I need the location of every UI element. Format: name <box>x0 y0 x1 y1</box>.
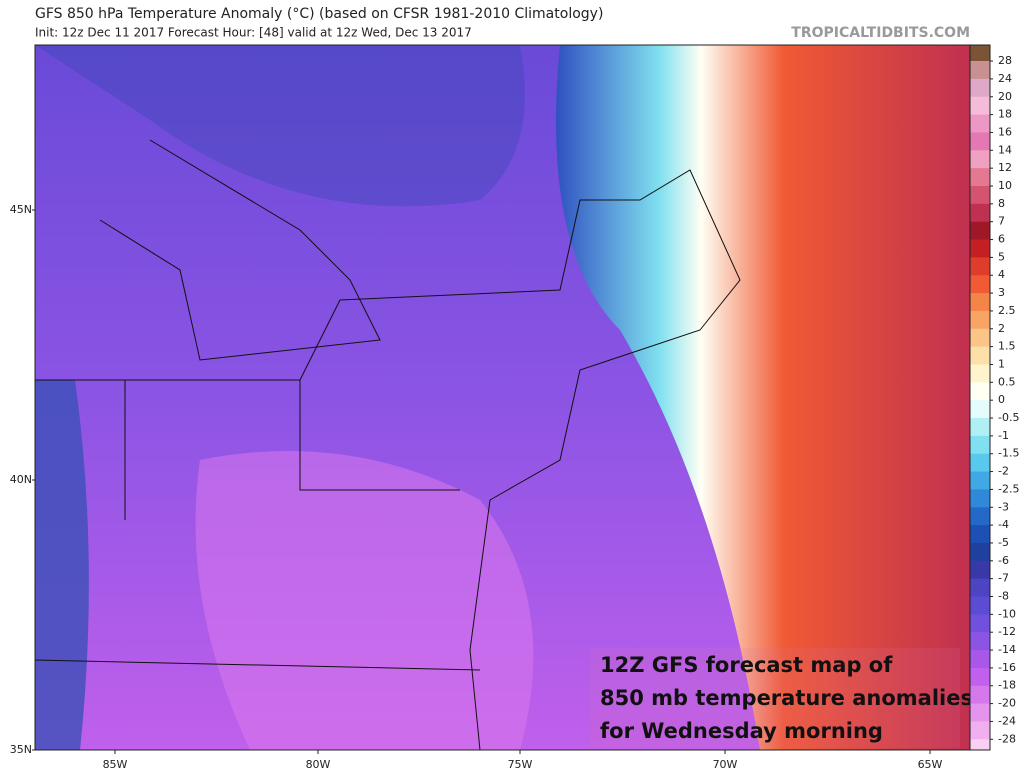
colorbar-label: 3 <box>998 286 1005 299</box>
colorbar-label: -2 <box>998 465 1009 478</box>
annotation-box <box>590 648 960 748</box>
colorbar-band <box>970 685 990 705</box>
site-credit: TROPICALTIDBITS.COM <box>791 25 970 41</box>
colorbar-band <box>970 364 990 383</box>
lat-label: 35N <box>10 743 32 756</box>
colorbar-band <box>970 614 990 633</box>
colorbar-label: 2 <box>998 322 1005 335</box>
colorbar-band <box>970 61 990 80</box>
colorbar-label: 1 <box>998 357 1005 370</box>
colorbar-label: -1.5 <box>998 447 1019 460</box>
colorbar-band <box>970 560 990 580</box>
colorbar-band <box>970 150 990 169</box>
lon-label: 70W <box>713 758 738 771</box>
colorbar-band <box>970 400 990 419</box>
colorbar-band <box>970 96 990 116</box>
colorbar-label: 0 <box>998 393 1005 406</box>
colorbar-label: -14 <box>998 643 1016 656</box>
colorbar-band <box>970 507 990 526</box>
colorbar-label: 24 <box>998 72 1012 85</box>
colorbar-band <box>970 721 990 740</box>
annotation-line: for Wednesday morning <box>600 719 883 743</box>
colorbar-band <box>970 346 990 365</box>
lon-label: 75W <box>508 758 533 771</box>
colorbar-band <box>970 596 990 615</box>
colorbar-label: -8 <box>998 590 1009 603</box>
colorbar-label: 18 <box>998 108 1012 121</box>
colorbar-band <box>970 168 990 187</box>
colorbar-top <box>970 45 990 62</box>
colorbar-label: 4 <box>998 268 1005 281</box>
colorbar-label: 16 <box>998 125 1012 138</box>
colorbar-band <box>970 186 990 205</box>
colorbar-label: -7 <box>998 572 1009 585</box>
colorbar-label: -28 <box>998 732 1016 745</box>
colorbar-band <box>970 382 990 401</box>
colorbar-label: 0.5 <box>998 375 1016 388</box>
colorbar-band <box>970 453 990 473</box>
title: GFS 850 hPa Temperature Anomaly (°C) (ba… <box>35 6 603 22</box>
colorbar-label: -10 <box>998 607 1016 620</box>
colorbar-band <box>970 203 990 223</box>
colorbar-label: -20 <box>998 697 1016 710</box>
colorbar-label: 10 <box>998 179 1012 192</box>
colorbar-band <box>970 310 990 330</box>
colorbar-label: -0.5 <box>998 411 1019 424</box>
colorbar-label: 28 <box>998 54 1012 67</box>
colorbar-label: 12 <box>998 161 1012 174</box>
colorbar-label: 2.5 <box>998 304 1016 317</box>
colorbar-label: 7 <box>998 215 1005 228</box>
colorbar-label: 6 <box>998 233 1005 246</box>
colorbar-band <box>970 703 990 722</box>
lat-label: 45N <box>10 203 32 216</box>
lon-label: 85W <box>103 758 128 771</box>
colorbar-label: 8 <box>998 197 1005 210</box>
colorbar-band <box>970 471 990 490</box>
colorbar-band <box>970 275 990 294</box>
lon-label: 80W <box>306 758 331 771</box>
colorbar-label: -4 <box>998 518 1009 531</box>
colorbar-band <box>970 650 990 669</box>
colorbar-label: -6 <box>998 554 1009 567</box>
colorbar-label: 14 <box>998 143 1012 156</box>
colorbar-label: 20 <box>998 90 1012 103</box>
colorbar-band <box>970 239 990 258</box>
lon-label: 65W <box>918 758 943 771</box>
colorbar-band <box>970 525 990 544</box>
colorbar-band <box>970 435 990 455</box>
colorbar-band <box>970 257 990 276</box>
colorbar-band <box>970 632 990 651</box>
colorbar-band <box>970 114 990 133</box>
colorbar-band <box>970 78 990 98</box>
colorbar-band <box>970 293 990 312</box>
colorbar-band <box>970 739 990 750</box>
annotation-line: 850 mb temperature anomalies <box>600 686 973 710</box>
colorbar-label: 5 <box>998 250 1005 263</box>
coastlines <box>34 139 741 751</box>
colorbar-band <box>970 667 990 687</box>
annotation-line: 12Z GFS forecast map of <box>600 653 893 677</box>
colorbar-label: -1 <box>998 429 1009 442</box>
colorbar-label: -3 <box>998 500 1009 513</box>
colorbar-band <box>970 132 990 151</box>
colorbar-band <box>970 542 990 562</box>
colorbar-band <box>970 489 990 508</box>
colorbar-label: 1.5 <box>998 340 1016 353</box>
colorbar-label: -5 <box>998 536 1009 549</box>
colorbar-label: -16 <box>998 661 1016 674</box>
lat-label: 40N <box>10 473 32 486</box>
colorbar-label: -18 <box>998 679 1016 692</box>
colorbar-label: -2.5 <box>998 482 1019 495</box>
colorbar-frame <box>969 44 991 751</box>
colorbar-band <box>970 221 990 241</box>
colorbar-band <box>970 328 990 348</box>
colorbar-label: -24 <box>998 714 1016 727</box>
subtitle: Init: 12z Dec 11 2017 Forecast Hour: [48… <box>35 26 472 40</box>
colorbar-band <box>970 578 990 598</box>
colorbar-label: -12 <box>998 625 1016 638</box>
map-field <box>35 45 970 750</box>
colorbar-band <box>970 418 990 437</box>
